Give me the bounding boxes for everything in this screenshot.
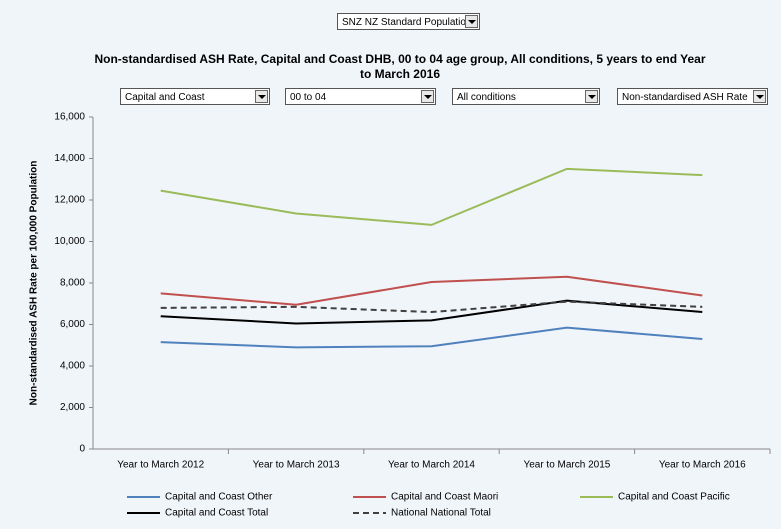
x-tick-label: Year to March 2013 xyxy=(253,460,340,471)
y-axis-label: Non-standardised ASH Rate per 100,000 Po… xyxy=(29,161,40,406)
y-tick-label: 2,000 xyxy=(60,402,85,413)
legend-label: Capital and Coast Total xyxy=(165,508,268,519)
series-line xyxy=(160,275,703,306)
legend-label: Capital and Coast Maori xyxy=(391,492,498,503)
legend-label: Capital and Coast Pacific xyxy=(618,492,730,503)
dropdown-arrow[interactable] xyxy=(585,90,598,103)
dropdown-arrow[interactable] xyxy=(421,90,434,103)
series-line xyxy=(160,299,703,325)
series-line xyxy=(160,300,703,314)
x-tick-label: Year to March 2012 xyxy=(117,460,204,471)
dropdown-text: Non-standardised ASH Rate xyxy=(622,92,748,103)
y-tick-label: 14,000 xyxy=(54,153,85,164)
dropdown-text: All conditions xyxy=(457,92,516,103)
y-tick-label: 8,000 xyxy=(60,278,85,289)
x-tick-label: Year to March 2015 xyxy=(523,460,610,471)
y-tick-label: 16,000 xyxy=(54,112,85,123)
dropdown-arrow[interactable] xyxy=(753,90,766,103)
y-tick-label: 12,000 xyxy=(54,195,85,206)
x-tick-label: Year to March 2014 xyxy=(388,460,475,471)
y-tick-label: 0 xyxy=(79,444,85,455)
dropdown-text: Capital and Coast xyxy=(125,92,205,103)
series-line xyxy=(160,167,703,226)
measure-dropdown[interactable]: Non-standardised ASH Rate xyxy=(617,88,768,105)
dropdown-text: 00 to 04 xyxy=(290,92,327,103)
dropdown-text: SNZ NZ Standard Population xyxy=(342,17,472,28)
condition-dropdown[interactable]: All conditions xyxy=(452,88,600,105)
age-dropdown[interactable]: 00 to 04 xyxy=(285,88,436,105)
dropdown-arrow[interactable] xyxy=(465,15,478,28)
y-tick-label: 6,000 xyxy=(60,319,85,330)
x-tick-label: Year to March 2016 xyxy=(659,460,746,471)
y-tick-label: 10,000 xyxy=(54,236,85,247)
chart-title: Non-standardised ASH Rate, Capital and C… xyxy=(94,52,706,81)
legend-label: Capital and Coast Other xyxy=(165,492,273,503)
y-tick-label: 4,000 xyxy=(60,361,85,372)
series-line xyxy=(160,326,703,349)
dropdown-arrow[interactable] xyxy=(255,90,268,103)
dhb-dropdown[interactable]: Capital and Coast xyxy=(120,88,270,105)
legend-label: National National Total xyxy=(391,508,491,519)
population-dropdown[interactable]: SNZ NZ Standard Population xyxy=(337,13,480,30)
